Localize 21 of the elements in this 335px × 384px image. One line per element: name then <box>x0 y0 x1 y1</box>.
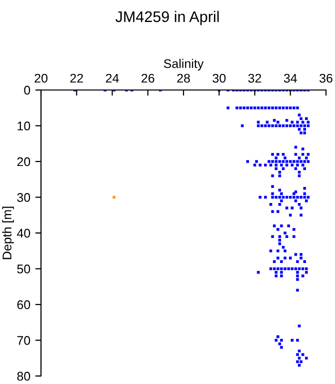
x-tick-label: 22 <box>70 74 83 83</box>
x-tick-label: 30 <box>212 74 226 83</box>
chart-title: JM4259 in April <box>116 10 219 26</box>
y-tick-label: 60 <box>17 300 30 310</box>
x-axis-title: Salinity <box>164 58 204 71</box>
y-tick-label: 30 <box>17 193 30 202</box>
x-tick-label: 26 <box>142 74 154 83</box>
x-tick-label: 28 <box>177 74 190 83</box>
y-tick-label: 0 <box>24 86 30 95</box>
y-tick-label: 50 <box>17 264 30 274</box>
y-tick-label: 10 <box>18 122 30 130</box>
y-tick-label: 40 <box>16 228 30 238</box>
y-axis-title: Depth [m] <box>2 206 14 260</box>
y-tick-label: 70 <box>17 336 30 345</box>
y-tick-label: 20 <box>17 157 30 166</box>
x-tick-label: 36 <box>320 74 332 83</box>
x-tick-label: 24 <box>106 74 119 83</box>
x-tick-label: 32 <box>248 74 262 83</box>
x-tick-label: 20 <box>34 74 48 83</box>
x-tick-label: 34 <box>284 74 297 83</box>
y-tick-label: 80 <box>17 372 30 381</box>
